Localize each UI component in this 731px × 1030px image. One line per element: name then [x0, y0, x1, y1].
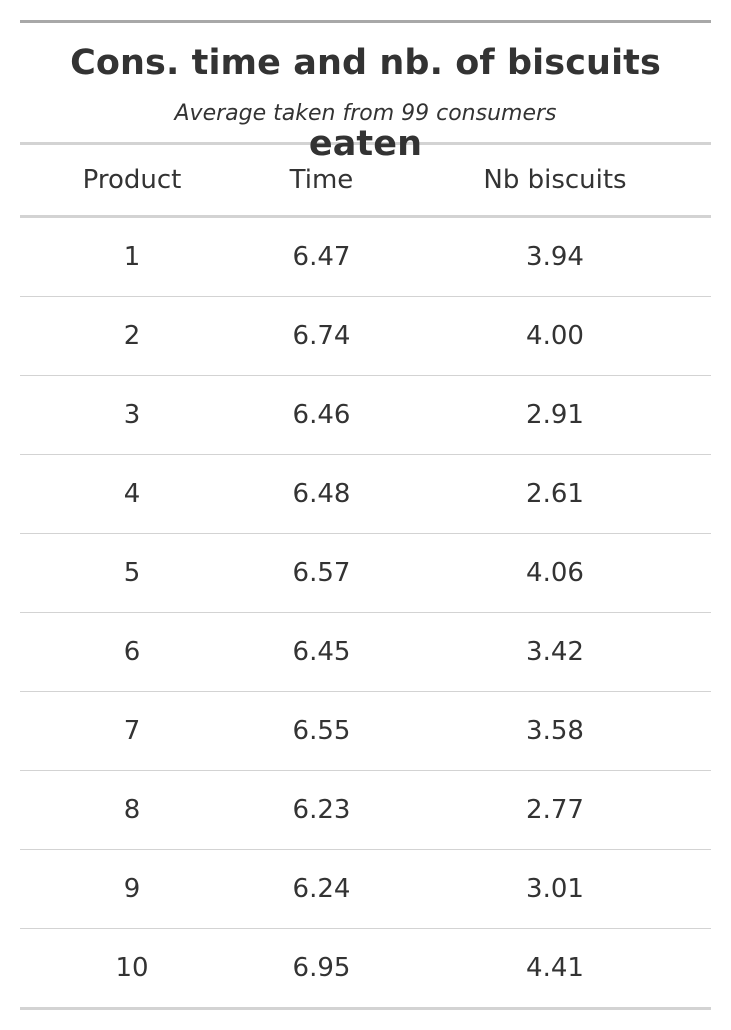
- table-subtitle: Average taken from 99 consumers: [174, 101, 557, 126]
- time-cell: 6.95: [292, 953, 351, 983]
- column-header-nb-biscuits: Nb biscuits: [483, 165, 627, 195]
- product-cell: 8: [123, 795, 141, 825]
- table-row: 8 6.23 2.77: [20, 771, 711, 850]
- time-cell: 6.23: [292, 795, 351, 825]
- time-cell: 6.48: [292, 479, 351, 509]
- table-row: 5 6.57 4.06: [20, 534, 711, 613]
- table-title: Cons. time and nb. of biscuits eaten: [70, 43, 661, 164]
- product-cell: 10: [115, 953, 149, 983]
- time-cell: 6.47: [292, 242, 351, 272]
- column-header-time: Time: [289, 165, 354, 195]
- table-row: 2 6.74 4.00: [20, 297, 711, 376]
- time-cell: 6.57: [292, 558, 351, 588]
- nb-biscuits-cell: 2.77: [526, 795, 584, 825]
- product-cell: 1: [123, 242, 141, 272]
- nb-biscuits-cell: 3.01: [526, 874, 584, 904]
- table-row: 9 6.24 3.01: [20, 850, 711, 929]
- table-row: 7 6.55 3.58: [20, 692, 711, 771]
- time-cell: 6.46: [292, 400, 351, 430]
- product-cell: 3: [123, 400, 141, 430]
- nb-biscuits-cell: 4.00: [526, 321, 584, 351]
- product-cell: 9: [123, 874, 141, 904]
- heading-rule: [20, 142, 711, 145]
- time-cell: 6.74: [292, 321, 351, 351]
- data-table: Cons. time and nb. of biscuits eaten Ave…: [20, 20, 711, 1010]
- nb-biscuits-cell: 4.41: [526, 953, 584, 983]
- nb-biscuits-cell: 4.06: [526, 558, 584, 588]
- product-cell: 2: [123, 321, 141, 351]
- product-cell: 7: [123, 716, 141, 746]
- table-row: 3 6.46 2.91: [20, 376, 711, 455]
- time-cell: 6.55: [292, 716, 351, 746]
- table-top-rule: [20, 20, 711, 23]
- table-row: 1 6.47 3.94: [20, 218, 711, 297]
- column-header-row: Product Time Nb biscuits: [20, 145, 711, 215]
- table-row: 4 6.48 2.61: [20, 455, 711, 534]
- nb-biscuits-cell: 3.58: [526, 716, 584, 746]
- time-cell: 6.24: [292, 874, 351, 904]
- product-cell: 4: [123, 479, 141, 509]
- nb-biscuits-cell: 3.42: [526, 637, 584, 667]
- product-cell: 6: [123, 637, 141, 667]
- column-header-product: Product: [82, 165, 182, 195]
- table-row: 6 6.45 3.42: [20, 613, 711, 692]
- column-header-rule: [20, 215, 711, 218]
- product-cell: 5: [123, 558, 141, 588]
- nb-biscuits-cell: 3.94: [526, 242, 584, 272]
- table-row: 10 6.95 4.41: [20, 929, 711, 1010]
- time-cell: 6.45: [292, 637, 351, 667]
- nb-biscuits-cell: 2.61: [526, 479, 584, 509]
- nb-biscuits-cell: 2.91: [526, 400, 584, 430]
